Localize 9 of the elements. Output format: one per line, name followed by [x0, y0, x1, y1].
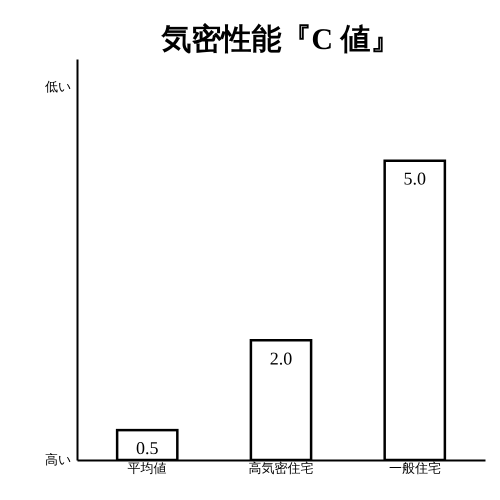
- chart-title: 気密性能『C 値』: [160, 22, 401, 56]
- data-label: 0.5: [136, 438, 158, 458]
- x-tick-label: 平均値: [128, 460, 167, 476]
- data-label: 2.0: [270, 348, 292, 368]
- x-tick-label: 高気密住宅: [248, 460, 314, 476]
- text: 低い: [45, 79, 71, 94]
- text: 高い: [45, 452, 71, 467]
- x-tick-label: 一般住宅: [388, 460, 441, 476]
- data-label: 5.0: [404, 168, 426, 189]
